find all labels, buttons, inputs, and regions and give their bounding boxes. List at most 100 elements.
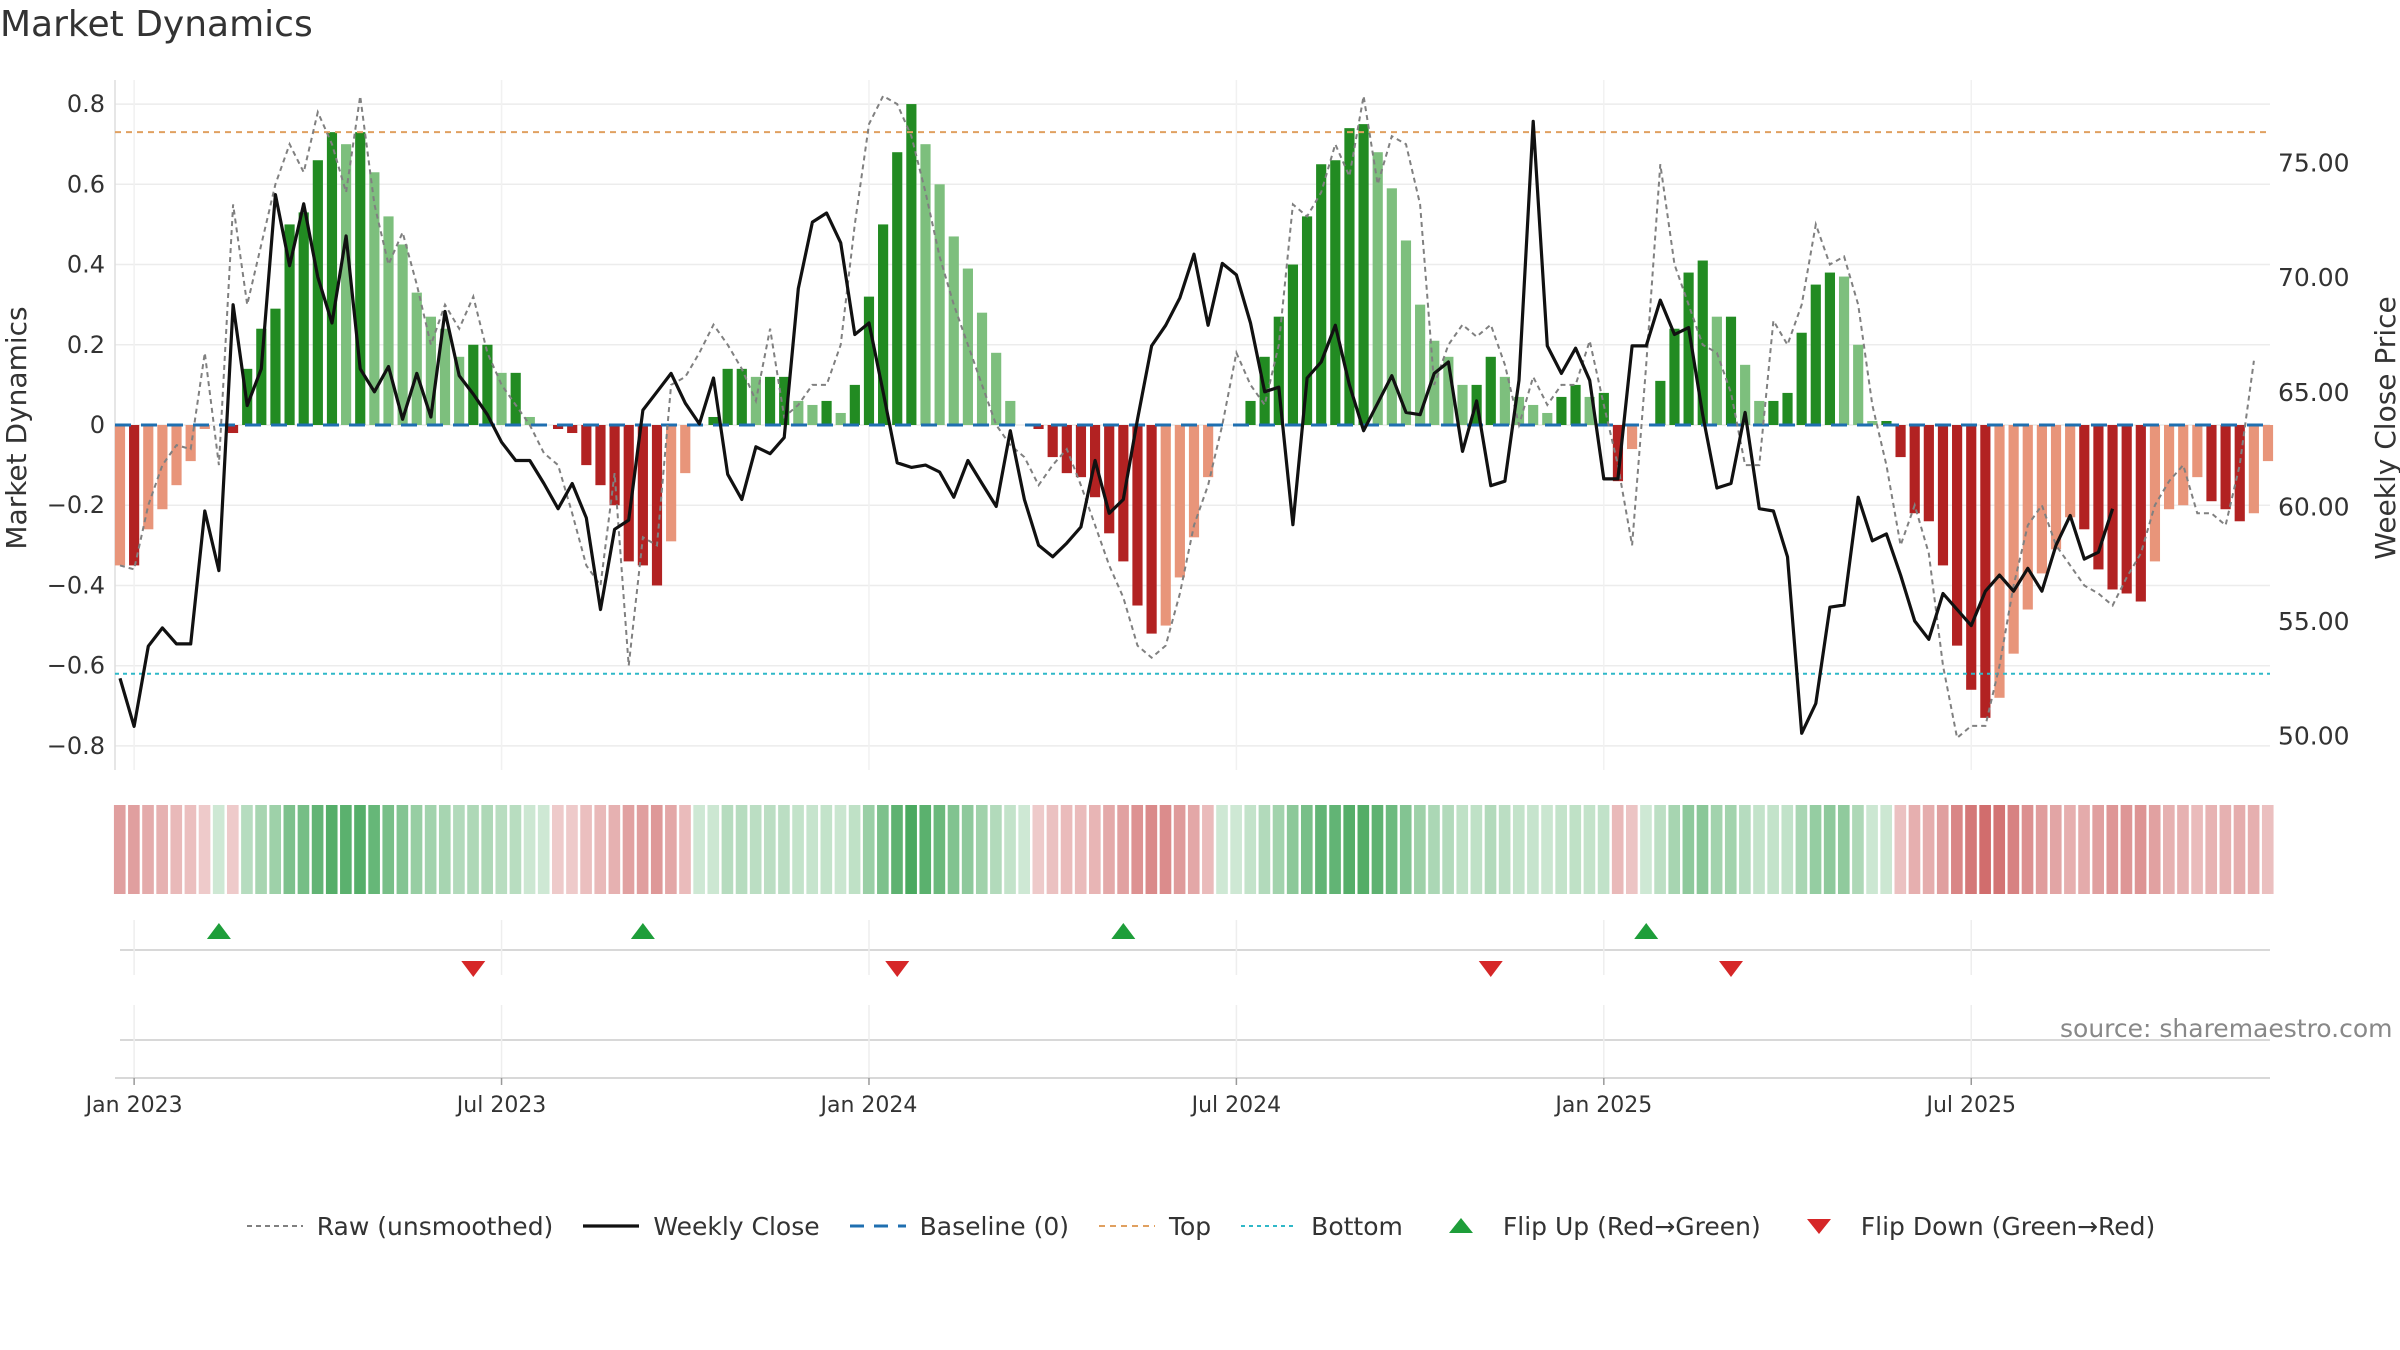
heat-cell-35 <box>608 805 621 894</box>
y-left-tick-label: 0.4 <box>67 251 105 279</box>
bar-42 <box>708 416 719 425</box>
heat-cell-114 <box>1724 805 1737 894</box>
heat-cell-74 <box>1159 805 1172 894</box>
heat-cell-14 <box>311 805 324 894</box>
heat-cell-60 <box>961 805 974 894</box>
heat-cell-91 <box>1399 805 1412 894</box>
bar-120 <box>1810 284 1821 425</box>
bar-20 <box>397 244 408 425</box>
heat-cell-81 <box>1258 805 1271 894</box>
x-tick-label: Jul 2025 <box>1924 1093 2016 1118</box>
heat-cell-145 <box>2163 805 2175 894</box>
bar-88 <box>1358 124 1369 426</box>
heat-cell-136 <box>2035 805 2048 894</box>
heat-cell-110 <box>1668 805 1681 894</box>
heat-cell-59 <box>947 805 960 894</box>
flip-up-marker <box>1111 923 1136 939</box>
heat-cell-21 <box>410 805 423 894</box>
y-left-tick-label: 0.6 <box>67 170 105 198</box>
bar-1 <box>129 425 140 566</box>
bar-138 <box>2065 425 2076 518</box>
heat-cell-151 <box>2247 805 2260 894</box>
legend-item-4: Bottom <box>1239 1212 1403 1241</box>
heat-cell-43 <box>721 805 734 894</box>
heat-cell-111 <box>1682 805 1695 894</box>
heat-cell-148 <box>2205 805 2218 894</box>
bar-121 <box>1824 272 1836 425</box>
bar-50 <box>821 400 832 425</box>
heat-cell-93 <box>1428 805 1440 894</box>
heat-cell-123 <box>1852 805 1864 894</box>
heat-cell-11 <box>269 805 282 894</box>
bar-142 <box>2121 425 2132 594</box>
bar-36 <box>623 425 634 562</box>
heat-cell-50 <box>820 805 833 894</box>
bar-126 <box>1895 425 1906 458</box>
heat-cell-27 <box>495 805 508 894</box>
heat-cell-142 <box>2120 805 2133 894</box>
bar-90 <box>1386 188 1397 425</box>
bar-101 <box>1542 412 1553 425</box>
heat-cell-36 <box>622 805 635 894</box>
bar-54 <box>878 224 889 425</box>
legend-symbol <box>1806 1219 1831 1234</box>
heat-cell-144 <box>2148 805 2161 894</box>
heat-cell-69 <box>1089 805 1101 894</box>
y-left-tick-label: −0.2 <box>47 491 105 519</box>
bar-46 <box>764 376 776 425</box>
legend-label: Bottom <box>1311 1211 1403 1241</box>
heat-cell-117 <box>1767 805 1779 894</box>
bar-53 <box>863 296 875 425</box>
bar-52 <box>849 384 860 425</box>
y-right-tick-label: 75.00 <box>2278 149 2350 178</box>
bar-140 <box>2093 425 2104 570</box>
bar-125 <box>1881 420 1892 425</box>
heat-cell-24 <box>453 805 465 894</box>
bar-37 <box>637 425 648 566</box>
bar-151 <box>2248 425 2259 514</box>
heat-cell-5 <box>184 805 197 894</box>
bar-150 <box>2234 425 2245 522</box>
heat-cell-99 <box>1512 805 1525 894</box>
bar-118 <box>1782 392 1793 425</box>
heat-cell-62 <box>990 805 1002 894</box>
bar-76 <box>1188 425 1200 538</box>
bar-98 <box>1499 376 1510 425</box>
heat-cell-108 <box>1640 805 1652 894</box>
heat-cell-88 <box>1357 805 1370 894</box>
legend-symbol <box>1098 1225 1155 1227</box>
heat-cell-134 <box>2007 805 2020 894</box>
bar-122 <box>1838 276 1850 425</box>
heat-cell-126 <box>1894 805 1907 894</box>
heat-cell-149 <box>2219 805 2232 894</box>
y-right-tick-label: 60.00 <box>2278 492 2350 521</box>
heat-cell-85 <box>1315 805 1327 894</box>
heat-cell-2 <box>142 805 154 894</box>
heat-cell-1 <box>128 805 140 894</box>
heat-cell-124 <box>1866 805 1878 894</box>
heat-cell-92 <box>1414 805 1426 894</box>
bar-84 <box>1301 216 1313 425</box>
heat-cell-63 <box>1004 805 1016 894</box>
legend-item-1: Weekly Close <box>581 1212 820 1241</box>
heat-cell-76 <box>1187 805 1200 894</box>
heat-cell-77 <box>1202 805 1214 894</box>
bar-24 <box>454 356 465 425</box>
heat-cell-79 <box>1230 805 1242 894</box>
bar-152 <box>2262 425 2274 462</box>
bar-127 <box>1909 425 1920 514</box>
flip-up-marker <box>630 923 655 939</box>
heat-cell-15 <box>325 805 338 894</box>
y-left-tick-label: −0.4 <box>47 571 105 599</box>
bar-136 <box>2036 425 2047 574</box>
bar-18 <box>369 172 380 425</box>
heat-cell-146 <box>2177 805 2189 894</box>
bar-63 <box>1005 400 1016 425</box>
y-left-axis-label: Market Dynamics <box>0 306 33 549</box>
heat-cell-9 <box>241 805 253 894</box>
bar-44 <box>736 368 747 425</box>
bar-77 <box>1203 425 1214 478</box>
bar-10 <box>256 328 267 425</box>
bar-68 <box>1075 425 1087 478</box>
